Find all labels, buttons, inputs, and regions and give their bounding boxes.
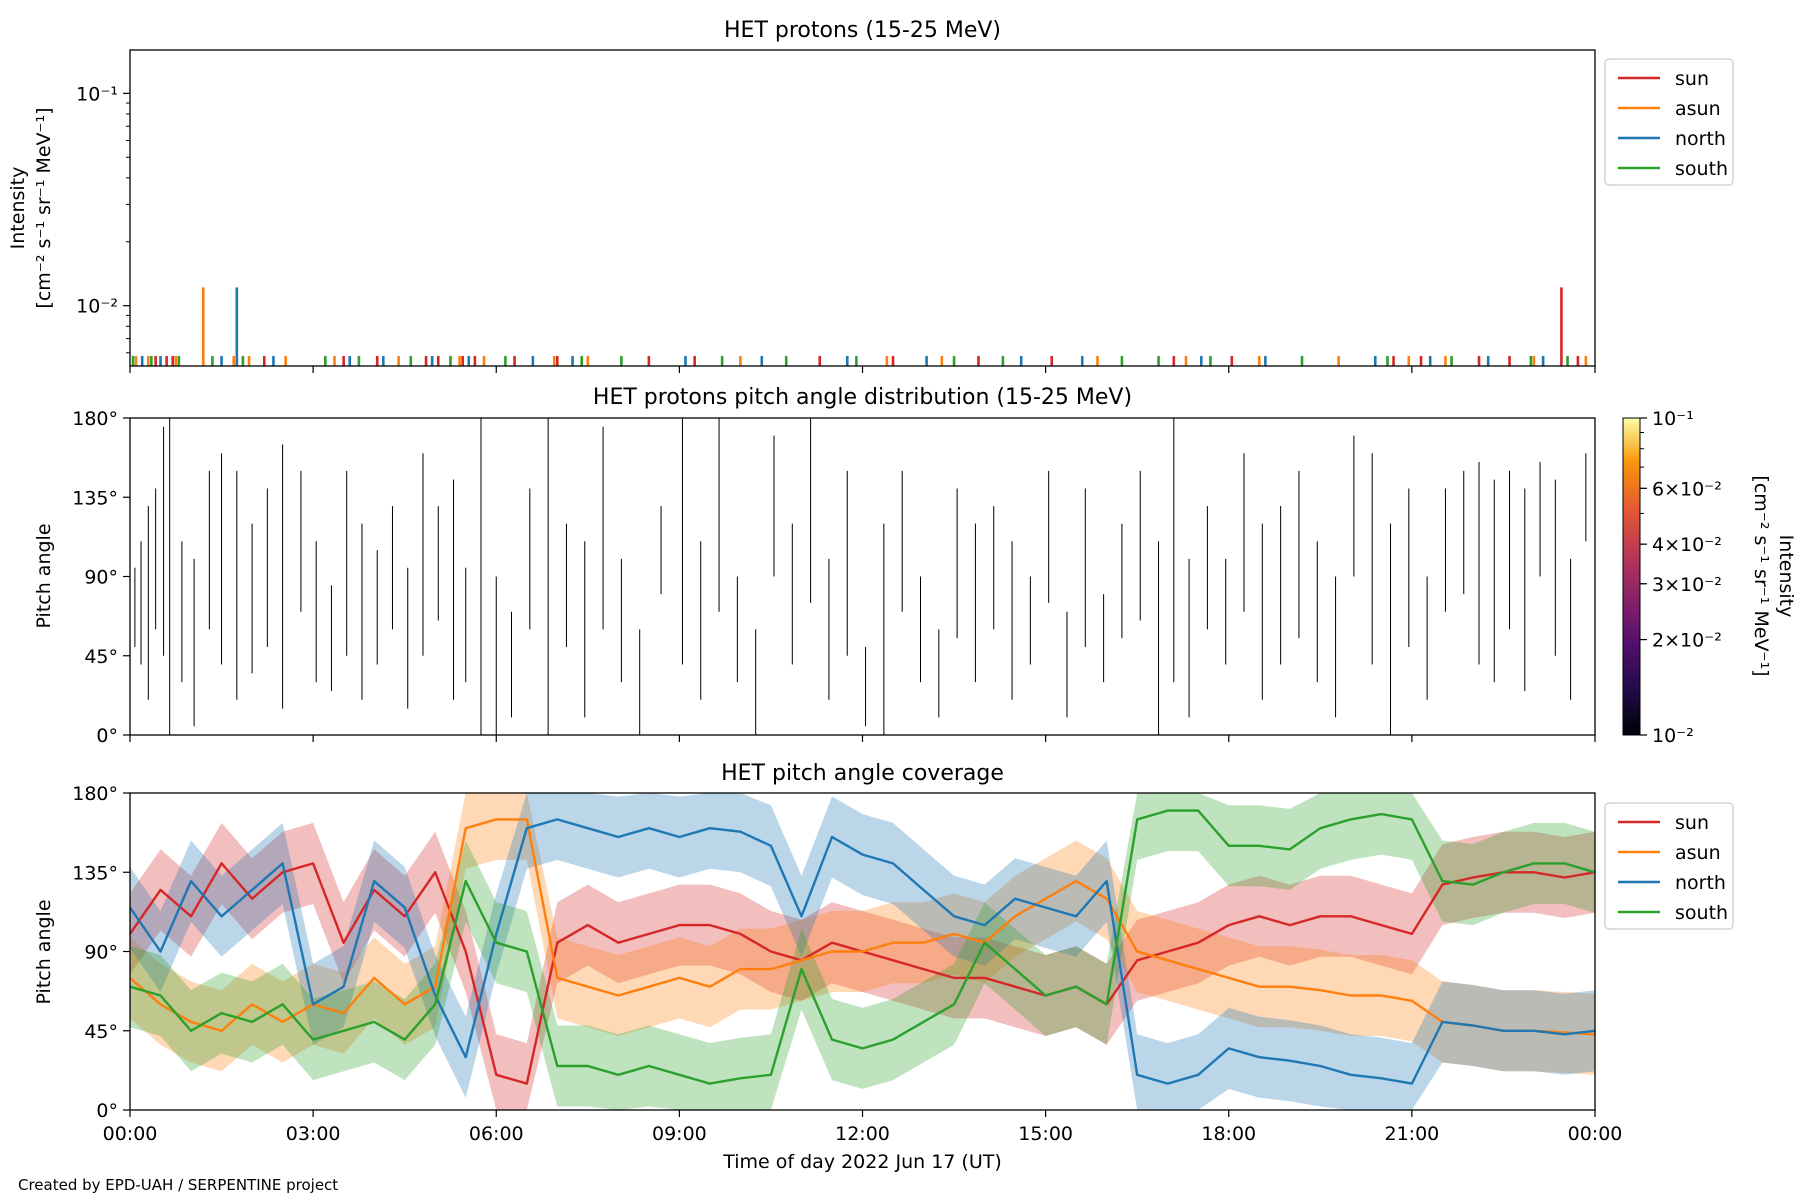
panel2-title: HET protons pitch angle distribution (15… [593, 385, 1132, 410]
band-sun [130, 822, 1595, 1110]
panel1-marks [131, 287, 1588, 366]
y-tick-label: 45° [84, 646, 118, 668]
y-tick-label: 45° [84, 1021, 118, 1043]
panel3-x-ticks: 00:00 03:00 06:00 09:00 12:00 15:00 18:00 21:00… [103, 1110, 1623, 1145]
panel2-background [130, 418, 1595, 735]
x-tick-label: 00:00 [103, 1123, 158, 1145]
legend-label-sun: sun [1675, 812, 1709, 834]
y-tick-label: 0° [96, 725, 118, 747]
legend-label-north: north [1675, 128, 1726, 150]
panel1-frame [129, 49, 1596, 367]
y-tick-label: 0° [96, 1100, 118, 1122]
panel1-x-ticks [129, 366, 1596, 373]
colorbar-label-line2: [cm⁻² s⁻¹ sr⁻¹ MeV⁻¹] [1750, 475, 1772, 676]
colorbar-tick-label: 6×10⁻² [1652, 478, 1722, 500]
x-tick-label: 12:00 [835, 1123, 890, 1145]
legend-label-south: south [1675, 902, 1728, 924]
x-tick-label: 00:00 [1568, 1123, 1623, 1145]
y-tick-label: 180° [72, 408, 118, 430]
colorbar-tick-label: 4×10⁻² [1652, 534, 1722, 556]
x-tick-label: 03:00 [286, 1123, 341, 1145]
colorbar-ticks: 10⁻¹ 6×10⁻² 4×10⁻² 3×10⁻² 2×10⁻² 10⁻² [1640, 408, 1722, 747]
x-tick-label: 09:00 [652, 1123, 707, 1145]
legend-box [1604, 802, 1734, 930]
line-north [130, 818, 1595, 1085]
line-south [130, 809, 1595, 1085]
panel2-y-axis: 0° 45° 90° 135° 180° [72, 408, 130, 747]
panel1-title: HET protons (15-25 MeV) [724, 18, 1001, 43]
x-tick-label: 15:00 [1018, 1123, 1073, 1145]
panel2-ylabel: Pitch angle [33, 523, 55, 628]
legend-label-sun: sun [1675, 68, 1709, 90]
y-tick-label: 135° [72, 487, 118, 509]
panel3-y-axis: 0° 45° 90° 135° 180° [72, 783, 130, 1122]
panel-intensity: HET protons (15-25 MeV) 10⁻¹ 10⁻² Intensi… [7, 18, 1734, 373]
legend-box [1604, 58, 1734, 186]
panel3-marks [130, 793, 1595, 1110]
panel1-legend: sun asun north south [1604, 58, 1734, 186]
colorbar-tick-label: 3×10⁻² [1652, 574, 1722, 596]
legend-label-asun: asun [1675, 842, 1721, 864]
band-south [130, 793, 1595, 1110]
colorbar-tick-label: 2×10⁻² [1652, 630, 1722, 652]
y-tick-label: 180° [72, 783, 118, 805]
panel-pitch-angle-distribution: HET protons pitch angle distribution (15… [33, 385, 1797, 747]
x-axis-label: Time of day 2022 Jun 17 (UT) [722, 1151, 1002, 1173]
colorbar-tick-label: 10⁻¹ [1652, 408, 1694, 430]
panel3-title: HET pitch angle coverage [721, 761, 1004, 786]
colorbar-gradient [1622, 417, 1641, 736]
panel-pitch-angle-coverage: HET pitch angle coverage 0° 45° 90° 135° 180… [33, 761, 1734, 1145]
band-asun [130, 793, 1595, 1075]
x-tick-label: 18:00 [1201, 1123, 1256, 1145]
panel1-ylabel-line1: Intensity [7, 167, 29, 250]
x-tick-label: 21:00 [1384, 1123, 1439, 1145]
colorbar: 10⁻¹ 6×10⁻² 4×10⁻² 3×10⁻² 2×10⁻² 10⁻² Intensi… [1622, 408, 1797, 747]
panel3-ylabel: Pitch angle [33, 899, 55, 1004]
panel2-marks [134, 418, 1587, 735]
credit-text: Created by EPD-UAH / SERPENTINE project [18, 1176, 339, 1194]
legend-label-south: south [1675, 158, 1728, 180]
panel3-legend: sun asun north south [1604, 802, 1734, 930]
y-tick-label: 90° [84, 942, 118, 964]
colorbar-label-line1: Intensity [1775, 535, 1797, 618]
band-north [130, 793, 1595, 1110]
line-asun [130, 818, 1595, 1036]
y-tick-label: 90° [84, 567, 118, 589]
x-tick-label: 06:00 [469, 1123, 524, 1145]
colorbar-tick-label: 10⁻² [1652, 725, 1694, 747]
panel1-y-axis: 10⁻¹ 10⁻² [76, 83, 130, 354]
y-tick-label: 135° [72, 862, 118, 884]
panel2-x-ticks [129, 735, 1596, 742]
legend-label-asun: asun [1675, 98, 1721, 120]
legend-label-north: north [1675, 872, 1726, 894]
y-tick-label: 10⁻¹ [76, 83, 118, 105]
y-tick-label: 10⁻² [76, 296, 118, 318]
panel1-ylabel-line2: [cm⁻² s⁻¹ sr⁻¹ MeV⁻¹] [33, 107, 55, 308]
